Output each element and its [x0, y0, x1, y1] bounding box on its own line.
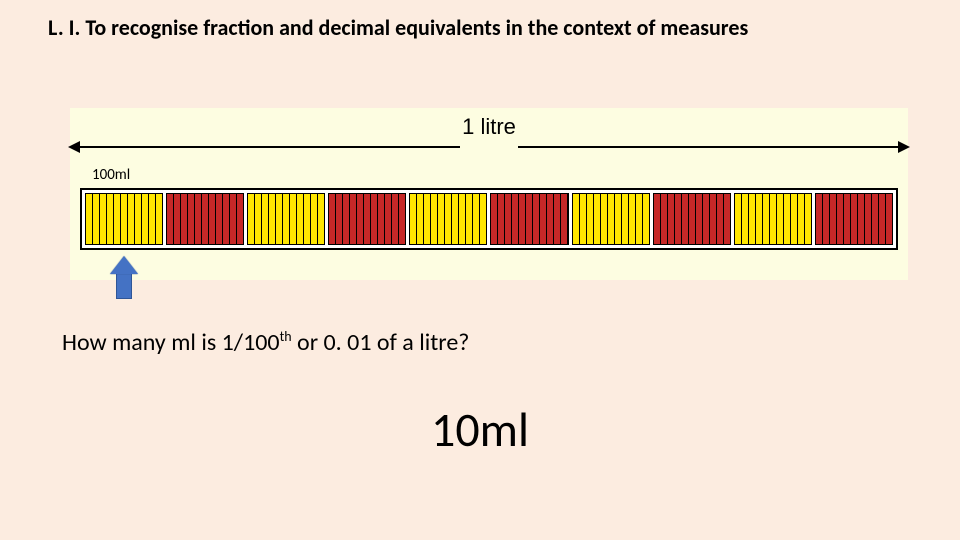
bar-segment [166, 193, 244, 245]
bar-segment [85, 193, 163, 245]
question-suffix: or 0. 01 of a litre? [292, 328, 470, 357]
segment-size-label: 100ml [92, 166, 130, 184]
litre-bar [80, 188, 898, 250]
question-sup: th [280, 328, 292, 345]
bar-segment [409, 193, 487, 245]
bar-segment [490, 193, 568, 245]
answer-text: 10ml [0, 400, 960, 459]
bar-segment [653, 193, 731, 245]
bar-segment [734, 193, 812, 245]
page-title: L. I. To recognise fraction and decimal … [48, 14, 748, 41]
litre-label: 1 litre [70, 114, 908, 140]
bar-segment [247, 193, 325, 245]
question-prefix: How many ml is 1/100 [62, 328, 280, 357]
pointer-arrow-icon [110, 256, 138, 300]
extent-arrow-right [518, 146, 898, 148]
litre-panel: 1 litre 100ml [70, 108, 908, 280]
bar-segment [572, 193, 650, 245]
question-text: How many ml is 1/100th or 0. 01 of a lit… [62, 328, 469, 357]
extent-arrow-left [80, 146, 460, 148]
bar-segment [328, 193, 406, 245]
bar-segment [815, 193, 893, 245]
